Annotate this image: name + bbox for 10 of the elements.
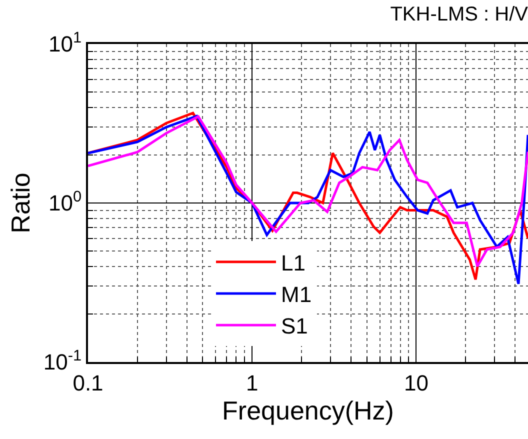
legend-label: S1 [281, 314, 308, 339]
x-tick-label: 1 [246, 370, 258, 396]
y-tick-label: 10$^{0}$ [48, 188, 82, 216]
legend-label: L1 [281, 250, 306, 276]
y-tick-label: 10$^{1}$ [48, 29, 82, 57]
x-tick-label: 10 [404, 370, 428, 396]
y-axis-title: Ratio [5, 172, 36, 234]
legend-label: M1 [281, 282, 312, 308]
x-axis-title: Frequency(Hz) [222, 395, 394, 426]
chart-title: TKH-LMS : H/V [390, 4, 528, 26]
